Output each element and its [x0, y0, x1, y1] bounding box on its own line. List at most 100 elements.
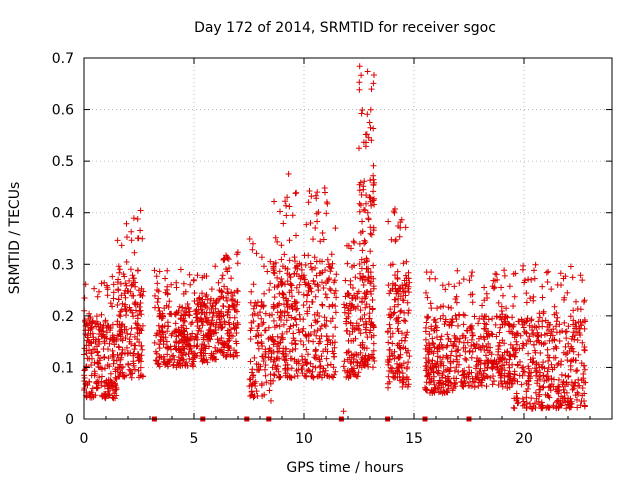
data-point: [397, 351, 404, 358]
data-point: [128, 325, 135, 332]
data-point: [529, 327, 535, 333]
data-point: [202, 293, 209, 300]
data-point: [574, 367, 581, 374]
data-point: [521, 319, 528, 326]
data-point: [96, 374, 103, 381]
data-point: [511, 377, 518, 384]
data-point: [359, 107, 366, 113]
data-point: [348, 337, 355, 344]
data-point: [104, 292, 111, 299]
data-point: [173, 346, 180, 353]
data-point: [260, 358, 267, 364]
data-point: [370, 80, 377, 87]
data-point: [346, 331, 353, 338]
data-point: [277, 208, 283, 215]
data-point: [156, 345, 163, 352]
data-point: [166, 298, 173, 305]
data-point: [125, 360, 132, 367]
data-point: [215, 279, 222, 286]
data-point: [162, 334, 169, 341]
data-point: [389, 330, 396, 337]
data-point: [283, 212, 290, 219]
data-point: [400, 297, 407, 304]
data-point: [322, 346, 329, 353]
data-point: [189, 319, 196, 326]
data-point: [356, 181, 363, 188]
data-point: [94, 343, 100, 350]
data-point: [164, 291, 171, 298]
data-point: [227, 326, 234, 333]
data-point: [109, 334, 116, 341]
data-point: [500, 292, 506, 299]
data-point: [528, 276, 535, 283]
data-point: [483, 290, 490, 297]
data-point: [473, 358, 480, 365]
data-point: [329, 301, 336, 308]
data-point: [153, 357, 160, 364]
data-point: [463, 327, 470, 334]
data-point: [544, 352, 551, 359]
data-point: [117, 361, 124, 368]
data-point: [299, 353, 305, 360]
data-point: [358, 256, 365, 263]
data-point: [396, 361, 403, 368]
data-point: [506, 328, 513, 335]
data-point: [555, 405, 562, 411]
data-point: [208, 320, 215, 327]
data-point: [136, 330, 143, 337]
data-point: [173, 364, 180, 371]
data-point: [502, 380, 509, 387]
data-point: [320, 285, 327, 291]
data-point: [95, 363, 102, 370]
data-point: [221, 283, 228, 290]
data-point: [398, 216, 405, 223]
data-point: [333, 271, 340, 278]
data-point: [113, 386, 120, 393]
data-point: [137, 227, 144, 234]
data-point: [403, 376, 410, 383]
data-point: [128, 237, 135, 244]
data-point: [395, 295, 402, 302]
data-point: [347, 281, 354, 288]
data-point: [371, 72, 377, 78]
data-point: [186, 355, 193, 362]
data-point: [557, 401, 564, 408]
data-point: [81, 295, 88, 301]
data-point: [200, 357, 207, 363]
data-point: [318, 323, 325, 329]
data-point: [535, 398, 542, 405]
data-point: [304, 359, 311, 366]
data-point: [114, 279, 121, 286]
data-point: [309, 298, 316, 305]
data-point: [123, 326, 130, 333]
data-point: [284, 278, 291, 285]
data-point: [370, 182, 377, 189]
data-point: [180, 327, 187, 334]
data-point: [283, 328, 290, 335]
data-point: [453, 299, 460, 306]
data-point: [474, 370, 481, 377]
data-point: [560, 386, 567, 393]
data-point: [428, 375, 435, 382]
data-point: [560, 378, 567, 385]
data-point: [130, 358, 137, 365]
data-point: [123, 259, 130, 265]
data-point: [128, 228, 135, 235]
data-point: [523, 404, 530, 411]
data-point: [116, 266, 123, 273]
data-point: [492, 270, 499, 277]
data-point: [182, 305, 189, 312]
data-point: [399, 285, 406, 291]
data-point: [179, 336, 186, 343]
data-point: [361, 290, 368, 297]
data-point: [138, 358, 144, 365]
data-point: [506, 283, 513, 290]
data-point: [106, 363, 113, 370]
data-point: [220, 303, 226, 309]
data-point: [461, 378, 468, 384]
data-point: [248, 382, 255, 389]
data-point: [404, 299, 411, 306]
data-point: [548, 361, 555, 368]
data-point: [297, 338, 304, 344]
data-point: [305, 337, 312, 344]
